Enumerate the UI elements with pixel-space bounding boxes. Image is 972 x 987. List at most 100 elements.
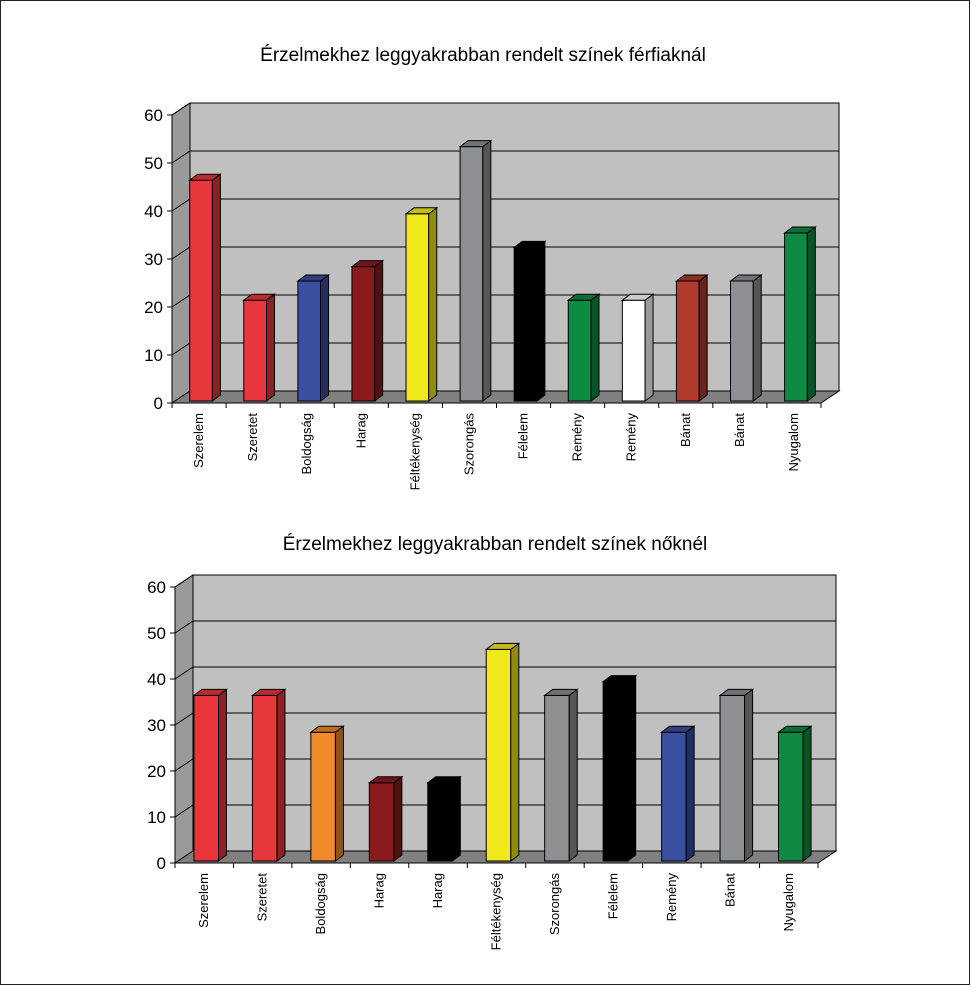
bar bbox=[250, 688, 287, 862]
chart-title: Érzelmekhez leggyakrabban rendelt színek… bbox=[260, 45, 706, 66]
bar-top bbox=[250, 688, 287, 696]
bar bbox=[776, 725, 813, 862]
bar-front bbox=[351, 266, 376, 402]
x-tick-label: Harag bbox=[353, 413, 368, 448]
bar-top bbox=[458, 140, 493, 148]
bar-top bbox=[512, 240, 547, 248]
bar bbox=[192, 688, 229, 862]
x-tick-label: Boldogság bbox=[299, 413, 314, 474]
bar-front bbox=[251, 694, 278, 862]
y-tick-label: 40 bbox=[147, 670, 166, 689]
bar-side bbox=[211, 173, 221, 402]
bar bbox=[512, 240, 547, 402]
bar-top bbox=[192, 688, 229, 696]
bar bbox=[729, 274, 763, 402]
gridline bbox=[171, 150, 839, 164]
bar bbox=[601, 674, 638, 862]
bar bbox=[426, 775, 462, 862]
y-tick-label: 30 bbox=[147, 716, 166, 735]
bar-top bbox=[674, 274, 709, 282]
bar bbox=[566, 293, 601, 402]
x-tick-label: Boldogság bbox=[313, 873, 328, 934]
bar bbox=[458, 139, 493, 402]
x-tick-label: Szorongás bbox=[547, 873, 562, 936]
x-tick-label: Féltékenység bbox=[407, 413, 422, 490]
x-tick-label: Szerelem bbox=[191, 413, 206, 468]
y-tick-label: 10 bbox=[147, 808, 166, 827]
bar-top bbox=[350, 260, 385, 268]
bar-side bbox=[698, 274, 708, 402]
bar-front bbox=[368, 782, 395, 862]
bar-side bbox=[536, 240, 546, 402]
bar bbox=[309, 725, 345, 862]
y-tick-label: 40 bbox=[144, 202, 163, 221]
y-tick-label: 60 bbox=[144, 106, 163, 125]
gridline bbox=[174, 574, 836, 588]
bar-front bbox=[513, 246, 538, 402]
gridline bbox=[174, 620, 836, 634]
bar bbox=[660, 725, 696, 862]
chart-title: Érzelmekhez leggyakrabban rendelt színek… bbox=[283, 534, 708, 555]
chart-1: Érzelmekhez leggyakrabban rendelt színek… bbox=[144, 45, 841, 490]
bar-front bbox=[243, 299, 267, 402]
bar-front bbox=[602, 681, 629, 862]
x-tick-label: Szeretet bbox=[245, 413, 260, 462]
x-tick-label: Félelem bbox=[516, 413, 531, 459]
bar-top bbox=[718, 688, 755, 696]
bar-front bbox=[297, 280, 322, 402]
y-tick-label: 30 bbox=[144, 250, 163, 269]
bar-front bbox=[661, 731, 687, 862]
bar-top bbox=[188, 173, 222, 181]
bar-front bbox=[427, 782, 453, 862]
bar-top bbox=[426, 776, 462, 784]
bar-side bbox=[218, 688, 228, 862]
bar-side bbox=[644, 293, 654, 402]
x-tick-label: Harag bbox=[430, 873, 445, 908]
y-tick-label: 60 bbox=[147, 578, 166, 597]
bar-side bbox=[627, 674, 637, 862]
bar-top bbox=[620, 293, 655, 301]
x-tick-label: Szorongás bbox=[461, 413, 476, 476]
bar-top bbox=[566, 293, 601, 301]
y-tick-label: 0 bbox=[157, 854, 166, 873]
bar-front bbox=[485, 648, 512, 862]
x-tick-label: Nyugalom bbox=[786, 413, 801, 472]
bar-front bbox=[193, 694, 220, 862]
bar-side bbox=[510, 642, 520, 862]
bar-front bbox=[459, 146, 484, 402]
bar bbox=[543, 688, 579, 862]
x-tick-label: Bánat bbox=[722, 873, 737, 907]
bar-side bbox=[451, 775, 461, 862]
x-tick-label: Bánat bbox=[678, 413, 693, 447]
chart-2: Érzelmekhez leggyakrabban rendelt színek… bbox=[147, 534, 838, 950]
bar-top bbox=[729, 274, 763, 282]
bar-top bbox=[404, 207, 439, 215]
bar-side bbox=[590, 293, 600, 402]
bar bbox=[404, 206, 439, 402]
bar-front bbox=[567, 299, 592, 402]
x-tick-label: Nyugalom bbox=[781, 873, 796, 932]
bar-side bbox=[320, 274, 330, 402]
gridline bbox=[171, 102, 839, 116]
y-tick-label: 50 bbox=[147, 624, 166, 643]
bar-top bbox=[296, 274, 331, 282]
bar-front bbox=[730, 280, 754, 402]
bar-top bbox=[242, 293, 276, 301]
bar-top bbox=[367, 776, 404, 784]
bar-side bbox=[752, 274, 762, 402]
bar-side bbox=[806, 226, 816, 402]
bar-side bbox=[374, 259, 384, 402]
bar-side bbox=[802, 725, 812, 862]
gridline bbox=[174, 666, 836, 680]
x-tick-label: Féltékenység bbox=[489, 873, 504, 950]
bar bbox=[296, 274, 331, 402]
x-tick-label: Harag bbox=[372, 873, 387, 908]
bar bbox=[674, 274, 709, 402]
y-tick-label: 20 bbox=[144, 298, 163, 317]
bar-top bbox=[660, 725, 696, 733]
bar-top bbox=[783, 226, 817, 234]
bar bbox=[783, 226, 817, 402]
bar-side bbox=[265, 293, 275, 402]
